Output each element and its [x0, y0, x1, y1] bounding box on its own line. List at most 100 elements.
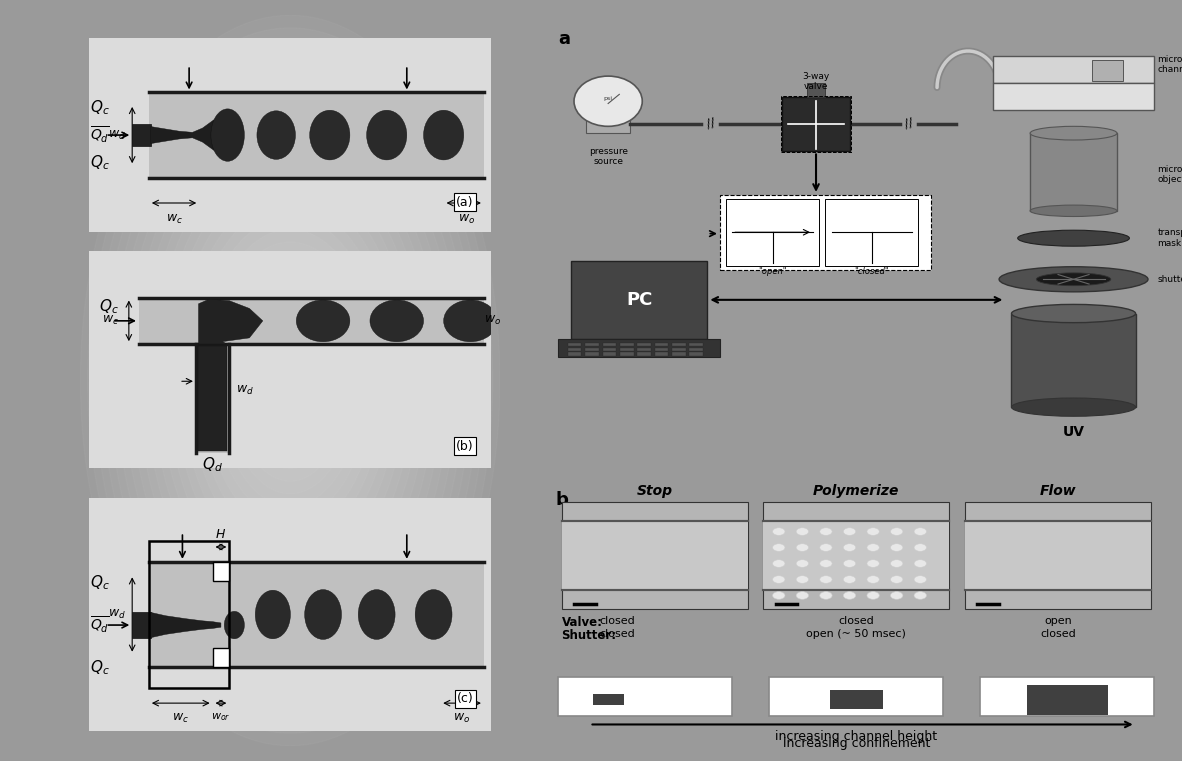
- Text: microfluidic
channel: microfluidic channel: [1157, 55, 1182, 75]
- Text: $w_o$: $w_o$: [459, 213, 475, 226]
- Bar: [559, 677, 733, 715]
- Ellipse shape: [358, 590, 395, 639]
- Bar: [619, 352, 634, 355]
- Bar: [782, 97, 850, 151]
- Bar: [619, 348, 634, 351]
- Text: shutter: shutter: [1157, 275, 1182, 284]
- Circle shape: [890, 575, 903, 584]
- Circle shape: [843, 560, 856, 568]
- Bar: [637, 343, 651, 346]
- Bar: [655, 352, 668, 355]
- Ellipse shape: [1037, 273, 1111, 285]
- Circle shape: [843, 528, 856, 536]
- Bar: [689, 352, 703, 355]
- Bar: [673, 343, 686, 346]
- Polygon shape: [150, 119, 214, 151]
- Circle shape: [914, 575, 927, 584]
- Ellipse shape: [1012, 398, 1136, 416]
- Bar: [149, 92, 483, 178]
- Circle shape: [890, 560, 903, 568]
- Text: //: //: [704, 116, 716, 130]
- Circle shape: [914, 560, 927, 568]
- Ellipse shape: [1031, 126, 1117, 140]
- Circle shape: [914, 528, 927, 536]
- Circle shape: [773, 543, 785, 551]
- Bar: [726, 199, 819, 266]
- Text: Flow: Flow: [1040, 485, 1077, 498]
- Text: $w_c$: $w_c$: [165, 213, 182, 226]
- Ellipse shape: [225, 611, 245, 638]
- Text: $\overline{Q_d}$: $\overline{Q_d}$: [90, 615, 110, 635]
- Bar: [830, 689, 883, 709]
- Bar: [965, 521, 1151, 590]
- Bar: [1012, 314, 1136, 407]
- Bar: [559, 339, 720, 357]
- Ellipse shape: [370, 300, 423, 342]
- Text: //: //: [903, 116, 915, 130]
- Bar: [965, 502, 1151, 609]
- Text: $w_{or}$: $w_{or}$: [212, 712, 230, 724]
- Circle shape: [914, 592, 927, 600]
- Circle shape: [866, 575, 879, 584]
- Text: PC: PC: [626, 291, 652, 309]
- Bar: [586, 117, 630, 133]
- Circle shape: [890, 592, 903, 600]
- Ellipse shape: [255, 591, 291, 638]
- Bar: [213, 562, 229, 581]
- Circle shape: [797, 592, 808, 600]
- Bar: [673, 348, 686, 351]
- Text: (c): (c): [457, 693, 474, 705]
- Bar: [637, 348, 651, 351]
- Bar: [585, 343, 599, 346]
- Ellipse shape: [297, 300, 350, 342]
- Text: transparency
mask: transparency mask: [1157, 228, 1182, 248]
- Text: (b): (b): [456, 440, 474, 453]
- Text: $Q_d$: $Q_d$: [202, 456, 223, 474]
- Text: "closed": "closed": [855, 267, 889, 276]
- Bar: [561, 502, 748, 609]
- Circle shape: [866, 560, 879, 568]
- Text: $\overline{Q_d}$: $\overline{Q_d}$: [90, 125, 110, 145]
- Bar: [571, 261, 708, 339]
- Text: $Q_c$: $Q_c$: [90, 574, 110, 592]
- Ellipse shape: [366, 110, 407, 160]
- Text: "open": "open": [759, 267, 787, 276]
- Text: microscope
objective: microscope objective: [1157, 164, 1182, 184]
- Circle shape: [797, 575, 808, 584]
- Polygon shape: [993, 83, 1154, 110]
- Text: (a): (a): [456, 196, 474, 209]
- Text: $w_d$: $w_d$: [108, 129, 125, 142]
- Text: increasing channel height: increasing channel height: [775, 730, 937, 743]
- Text: Valve:: Valve:: [561, 616, 603, 629]
- Text: increasing confinement: increasing confinement: [782, 737, 930, 750]
- Text: open (~ 50 msec): open (~ 50 msec): [806, 629, 907, 638]
- Text: $w_o$: $w_o$: [483, 314, 501, 327]
- Ellipse shape: [443, 300, 498, 342]
- Ellipse shape: [415, 590, 452, 639]
- Bar: [807, 83, 825, 97]
- Circle shape: [820, 543, 832, 551]
- Circle shape: [797, 560, 808, 568]
- Polygon shape: [199, 299, 262, 344]
- Text: closed: closed: [1040, 629, 1076, 638]
- Circle shape: [797, 528, 808, 536]
- Ellipse shape: [423, 110, 463, 160]
- Text: Stop: Stop: [637, 485, 673, 498]
- Ellipse shape: [210, 109, 245, 161]
- Bar: [585, 352, 599, 355]
- Circle shape: [843, 543, 856, 551]
- Bar: [603, 348, 616, 351]
- Bar: [769, 677, 943, 715]
- Text: pressure
source: pressure source: [589, 147, 628, 166]
- Text: psi: psi: [604, 97, 612, 101]
- Circle shape: [773, 528, 785, 536]
- Ellipse shape: [1012, 304, 1136, 323]
- Bar: [689, 348, 703, 351]
- Bar: [132, 124, 150, 146]
- Circle shape: [914, 543, 927, 551]
- Bar: [981, 677, 1155, 715]
- Text: $Q_c$: $Q_c$: [90, 153, 110, 171]
- Circle shape: [797, 543, 808, 551]
- Bar: [603, 352, 616, 355]
- Text: $w_c$: $w_c$: [102, 314, 118, 327]
